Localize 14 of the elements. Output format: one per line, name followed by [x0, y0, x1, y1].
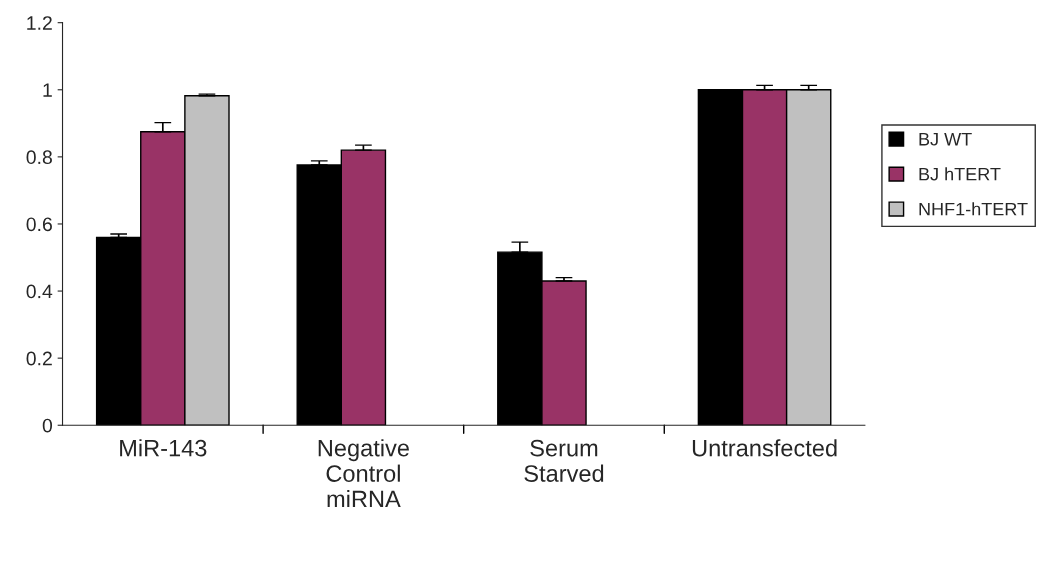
y-tick-label: 1.2 — [27, 16, 52, 30]
x-tick-label: MiR-143 — [120, 439, 207, 457]
x-tick-label: Serum Starved — [524, 439, 604, 482]
y-tick-label: 0.8 — [26, 150, 52, 165]
x-tick-label: Negative Control miRNA — [318, 439, 409, 508]
legend-label: NHF1-hTERT — [919, 202, 1028, 216]
y-tick-label: 0 — [42, 418, 53, 433]
y-tick-label: 1 — [43, 83, 52, 97]
legend-label: BJ hTERT — [919, 167, 1001, 181]
y-tick-label: 0.6 — [26, 217, 52, 232]
x-tick-label: Untransfected — [692, 439, 837, 457]
legend-label: BJ WT — [919, 132, 972, 146]
y-tick-label: 0.2 — [26, 351, 52, 366]
y-tick-label: 0.4 — [26, 284, 53, 299]
